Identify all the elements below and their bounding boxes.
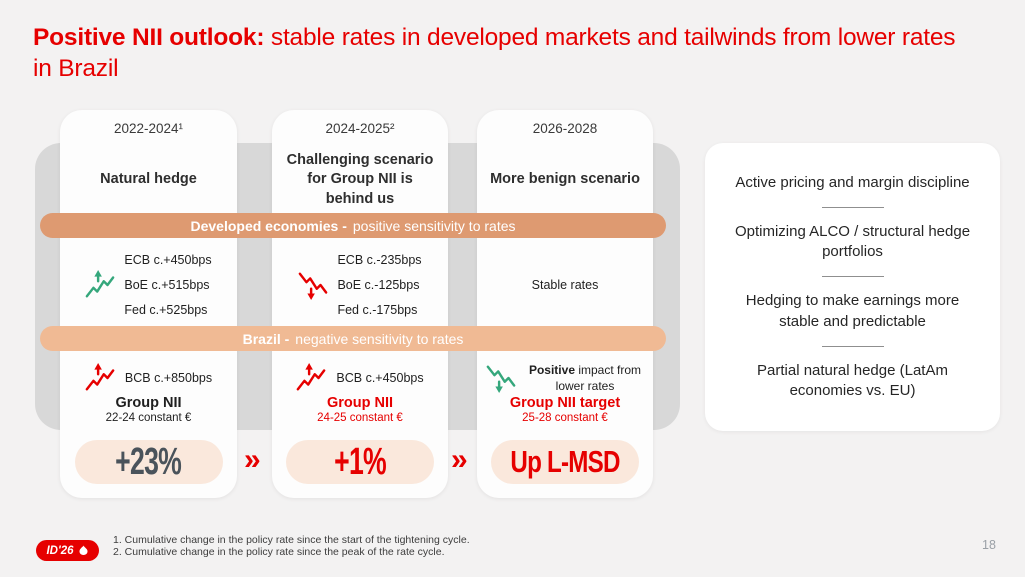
trend-up-icon	[86, 270, 115, 298]
group-nii-block: Group NII target 25-28 constant €	[477, 394, 653, 424]
brazil-impact-text: Positive impact from lower rates	[526, 362, 644, 394]
rate-line: ECB c.+450bps	[124, 252, 212, 267]
rate-line: BoE c.-125bps	[337, 277, 420, 292]
period-label: 2024-2025²	[325, 121, 395, 136]
rate-lines: ECB c.+450bps BoE c.+515bps Fed c.+525bp…	[124, 248, 211, 323]
brazil-rates-block: Positive impact from lower rates	[477, 356, 653, 400]
group-nii-block: Group NII 24-25 constant €	[272, 394, 448, 424]
footnote-2: 2. Cumulative change in the policy rate …	[113, 545, 445, 558]
banner-bold: Brazil -	[242, 330, 290, 347]
scenario-label: More benign scenario	[490, 171, 640, 188]
result-pill: +23%	[74, 440, 223, 484]
brazil-rates-block: BCB c.+850bps	[60, 356, 237, 400]
developed-economies-banner: Developed economies - positive sensitivi…	[40, 213, 666, 238]
brazil-banner: Brazil - negative sensitivity to rates	[40, 326, 666, 351]
strategy-item: Partial natural hedge (LatAm economies v…	[757, 361, 948, 400]
stable-rates-label: Stable rates	[531, 278, 599, 292]
column-2022-2024: 2022-2024¹ Natural hedge ECB c.+450bps B…	[60, 110, 237, 498]
rate-line: Fed c.+525bps	[124, 302, 208, 317]
group-nii-sub: 24-25 constant €	[317, 412, 403, 425]
banner-regular: negative sensitivity to rates	[295, 330, 464, 347]
footnote-1: 1. Cumulative change in the policy rate …	[113, 534, 470, 546]
brazil-impact-rest: impact from lower rates	[555, 362, 642, 393]
result-pill: Up L-MSD	[491, 440, 639, 484]
chevron-right-icon: »	[244, 443, 261, 476]
banner-regular: positive sensitivity to rates	[352, 217, 516, 234]
slide-title-bold: Positive NII outlook:	[33, 24, 265, 51]
result-value: Up L-MSD	[510, 444, 620, 479]
rate-line: BoE c.+515bps	[124, 277, 210, 292]
footnotes: 1. Cumulative change in the policy rate …	[113, 534, 470, 558]
trend-down-icon	[486, 365, 516, 393]
group-nii-label: Group NII target	[509, 395, 621, 411]
trend-up-icon	[85, 363, 115, 391]
trend-up-icon	[297, 363, 326, 391]
result-value: +23%	[115, 440, 183, 483]
divider	[821, 345, 884, 347]
period-label: 2022-2024¹	[113, 121, 184, 136]
strategy-card: Active pricing and margin discipline Opt…	[705, 143, 1000, 431]
scenario-label: Challenging scenario for Group NII is be…	[286, 151, 434, 207]
developed-rates-block: ECB c.+450bps BoE c.+515bps Fed c.+525bp…	[60, 250, 237, 320]
rate-line: BCB c.+450bps	[336, 371, 424, 385]
strategy-item: Optimizing ALCO / structural hedge portf…	[734, 222, 971, 261]
period-label: 2026-2028	[532, 121, 598, 136]
scenario-label: Natural hedge	[100, 171, 197, 188]
group-nii-block: Group NII 22-24 constant €	[60, 394, 237, 424]
id26-badge: ID'26	[36, 540, 99, 561]
divider	[821, 206, 884, 208]
rate-line: BCB c.+850bps	[124, 371, 213, 385]
trend-down-icon	[299, 272, 328, 300]
divider	[821, 276, 884, 278]
group-nii-label: Group NII	[115, 395, 182, 411]
slide-title-regular: stable rates in developed markets and ta…	[33, 24, 956, 83]
result-value: +1%	[334, 440, 387, 483]
developed-rates-block: Stable rates	[477, 250, 653, 320]
strategy-item: Hedging to make earnings more stable and…	[745, 292, 960, 330]
group-nii-sub: 22-24 constant €	[105, 412, 192, 425]
rate-line: ECB c.-235bps	[337, 252, 422, 267]
strategy-item: Active pricing and margin discipline	[735, 173, 970, 191]
developed-rates-block: ECB c.-235bps BoE c.-125bps Fed c.-175bp…	[272, 250, 448, 320]
page-number: 18	[982, 538, 996, 552]
brazil-rates-block: BCB c.+450bps	[272, 356, 448, 400]
flame-icon	[79, 545, 88, 555]
rate-lines: ECB c.-235bps BoE c.-125bps Fed c.-175bp…	[337, 248, 421, 323]
rate-line: Fed c.-175bps	[337, 302, 418, 317]
result-pill: +1%	[286, 440, 434, 484]
id26-badge-label: ID'26	[46, 544, 74, 557]
slide-title: Positive NII outlook: stable rates in de…	[33, 22, 963, 84]
group-nii-sub: 25-28 constant €	[522, 412, 608, 425]
group-nii-label: Group NII	[326, 395, 394, 411]
column-2024-2025: 2024-2025² Challenging scenario for Grou…	[272, 110, 448, 498]
chevron-right-icon: »	[451, 443, 468, 476]
column-2026-2028: 2026-2028 More benign scenario Stable ra…	[477, 110, 653, 498]
brazil-impact-bold: Positive	[528, 362, 575, 377]
banner-bold: Developed economies -	[190, 217, 347, 234]
